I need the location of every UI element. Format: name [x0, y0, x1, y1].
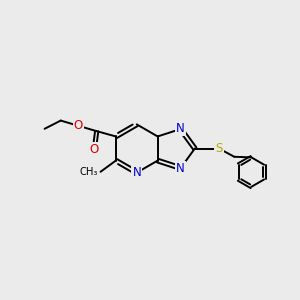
Text: N: N [176, 122, 185, 136]
Text: O: O [74, 119, 83, 132]
Text: CH₃: CH₃ [79, 167, 98, 177]
Text: N: N [176, 162, 185, 175]
Text: N: N [132, 166, 141, 179]
Text: O: O [90, 143, 99, 156]
Text: S: S [215, 142, 223, 155]
